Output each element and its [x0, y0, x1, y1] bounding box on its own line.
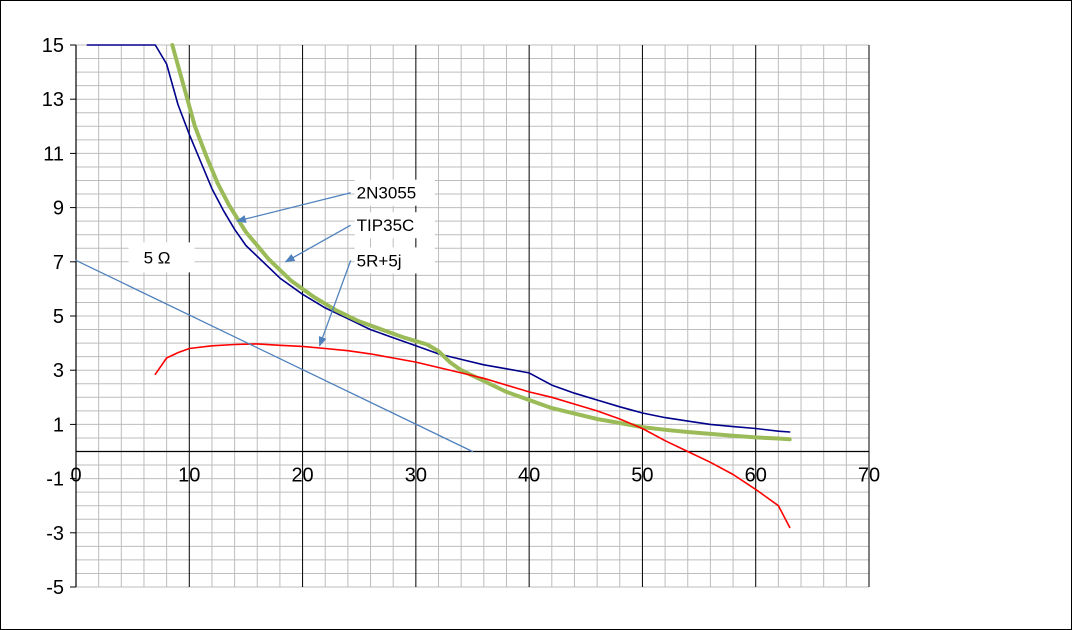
annotation-arrow-1 — [235, 192, 351, 223]
x-tick-label: 70 — [858, 465, 880, 487]
x-tick-label: 0 — [70, 465, 81, 487]
x-tick-label: 30 — [405, 465, 427, 487]
y-tick-label: 3 — [53, 360, 64, 382]
y-tick-label: -5 — [46, 577, 64, 599]
y-tick-label: -3 — [46, 523, 64, 545]
annotation-arrow-2 — [284, 224, 352, 263]
annotation-label-1: 2N3055 — [357, 184, 417, 203]
x-tick-label: 40 — [518, 465, 540, 487]
series-line-3 — [154, 343, 791, 529]
annotation-label-3: 5R+5j — [357, 251, 402, 270]
annotation-label-2: TIP35C — [357, 216, 415, 235]
series-line-4 — [75, 259, 474, 453]
x-tick-label: 20 — [291, 465, 313, 487]
x-tick-label: 60 — [745, 465, 767, 487]
series-line-2 — [170, 43, 792, 442]
y-tick-label: -1 — [46, 469, 64, 491]
y-tick-label: 13 — [42, 89, 64, 111]
annotation-box-2 — [354, 212, 435, 239]
annotation-box-4 — [128, 242, 195, 273]
annotation-arrow-3 — [318, 260, 352, 347]
y-tick-label: 11 — [43, 143, 64, 165]
y-tick-label: 15 — [42, 35, 64, 57]
y-tick-label: 1 — [53, 414, 64, 436]
x-tick-label: 10 — [178, 465, 200, 487]
annotation-box-1 — [354, 179, 435, 206]
annotation-box-3 — [354, 247, 435, 274]
series-line-1 — [86, 44, 791, 433]
y-tick-label: 7 — [53, 252, 64, 274]
y-tick-label: 9 — [53, 198, 64, 220]
annotation-label-4: 5 Ω — [144, 248, 171, 267]
x-tick-label: 50 — [631, 465, 653, 487]
y-tick-label: 5 — [53, 306, 64, 328]
